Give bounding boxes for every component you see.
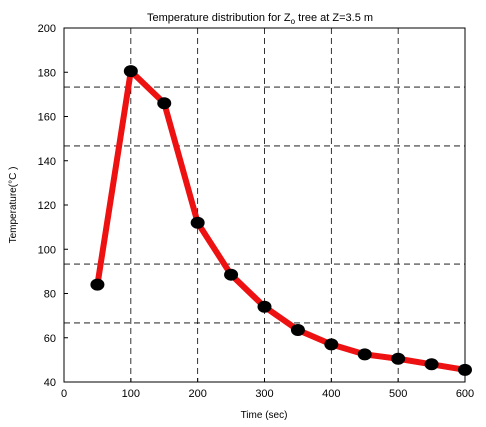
data-series	[90, 65, 472, 376]
axis-ticks: 0 100 200 300 400 500 600 40 60 80 100 120 140 160 180…	[38, 23, 475, 400]
data-point	[290, 324, 305, 337]
x-tick-label: 100	[122, 388, 140, 400]
data-point	[458, 363, 472, 376]
series-line	[94, 68, 468, 373]
data-point	[324, 338, 339, 351]
chart-title-prefix: Temperature distribution for Z	[147, 12, 291, 24]
x-tick-label: 0	[61, 388, 67, 400]
y-tick-label: 120	[38, 200, 56, 212]
data-point	[123, 65, 138, 78]
data-point	[257, 300, 272, 313]
y-tick-label: 100	[38, 244, 56, 256]
data-point	[224, 268, 239, 281]
data-point	[424, 358, 439, 371]
y-axis-label: Temperature(°C )	[8, 167, 19, 244]
y-tick-label: 140	[38, 156, 56, 168]
x-axis-label: Time (sec)	[241, 410, 288, 421]
y-tick-label: 80	[44, 289, 56, 301]
data-point	[190, 216, 205, 229]
data-point	[157, 97, 172, 110]
grid-lines	[64, 28, 465, 382]
data-point	[357, 348, 372, 361]
chart-title: Temperature distribution for Zo tree at …	[147, 12, 373, 26]
y-tick-label: 180	[38, 67, 56, 79]
y-tick-label: 200	[38, 23, 56, 35]
y-tick-label: 40	[44, 377, 56, 389]
x-tick-label: 300	[255, 388, 273, 400]
chart-title-subscript: o	[291, 17, 296, 26]
data-point	[391, 352, 406, 365]
chart-title-suffix: tree at Z=3.5 m	[295, 12, 373, 24]
y-tick-label: 60	[44, 333, 56, 345]
data-point	[90, 278, 105, 291]
x-tick-label: 200	[188, 388, 206, 400]
x-tick-label: 600	[456, 388, 474, 400]
x-tick-label: 400	[322, 388, 340, 400]
x-tick-label: 500	[389, 388, 407, 400]
y-tick-label: 160	[38, 112, 56, 124]
